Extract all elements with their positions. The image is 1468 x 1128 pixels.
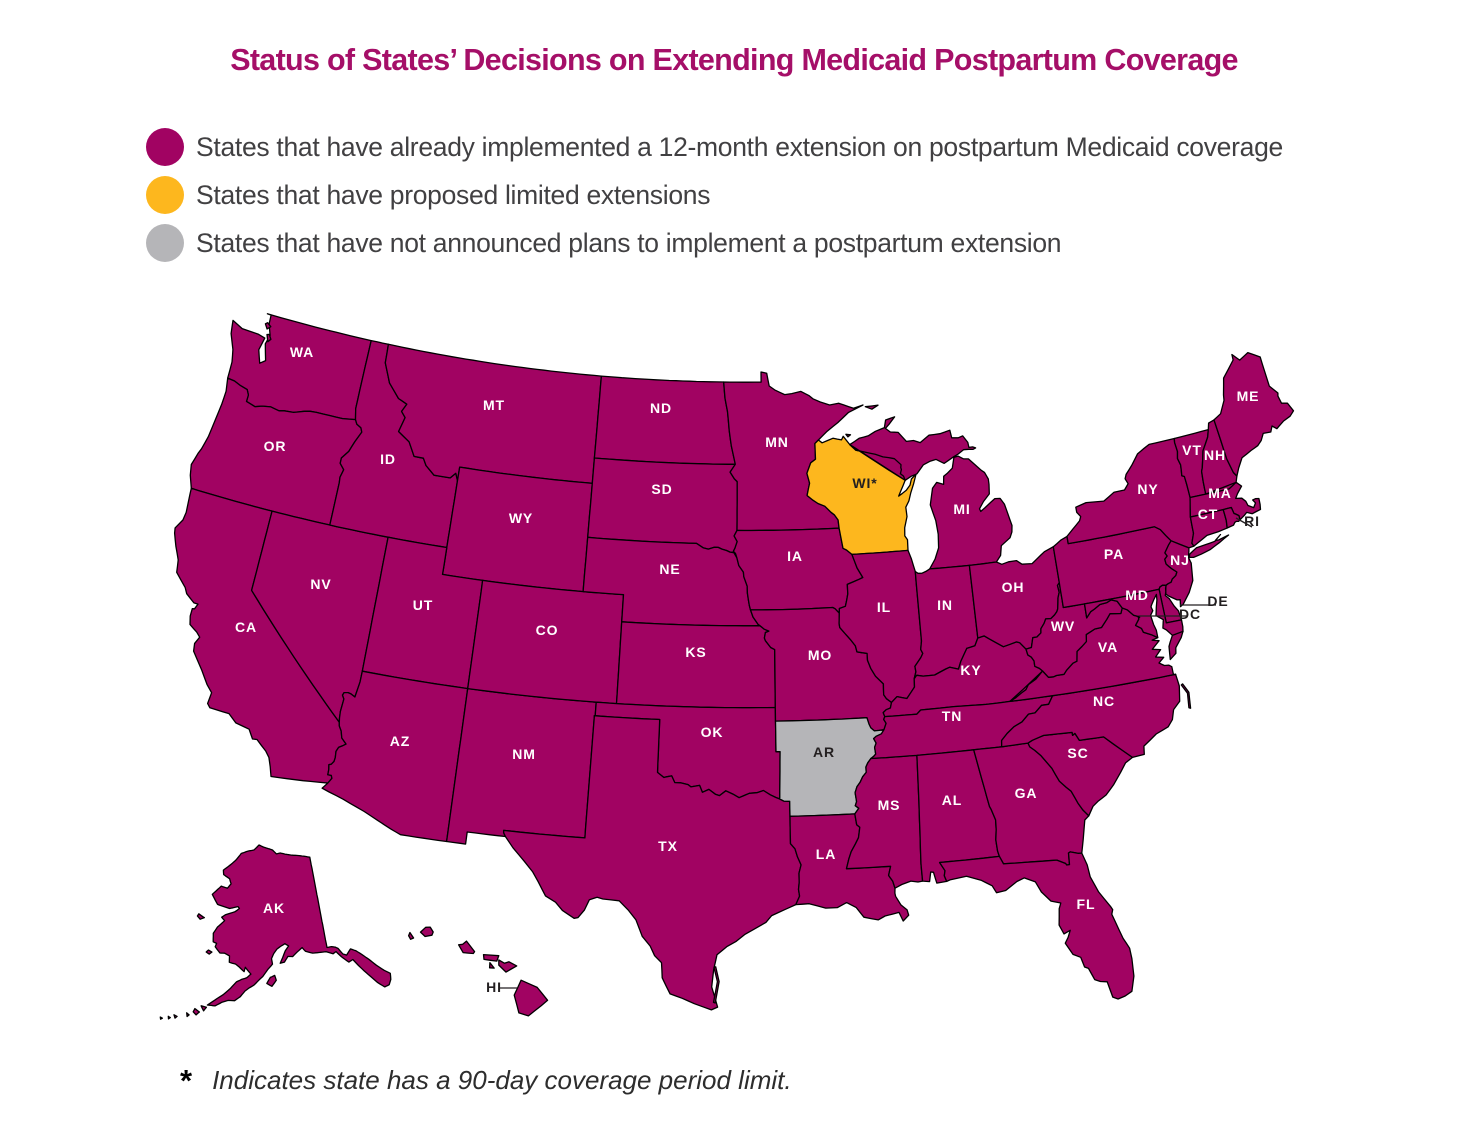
svg-text:FL: FL bbox=[1077, 896, 1096, 912]
svg-text:AR: AR bbox=[813, 744, 835, 760]
svg-text:CA: CA bbox=[235, 619, 257, 635]
svg-text:MS: MS bbox=[878, 797, 901, 813]
svg-text:WY: WY bbox=[509, 510, 533, 526]
svg-text:AZ: AZ bbox=[390, 733, 410, 749]
svg-text:WV: WV bbox=[1051, 618, 1075, 634]
svg-text:MA: MA bbox=[1208, 485, 1232, 501]
svg-text:MI: MI bbox=[953, 501, 970, 517]
svg-text:TN: TN bbox=[942, 708, 962, 724]
svg-text:DE: DE bbox=[1207, 593, 1228, 609]
svg-text:VA: VA bbox=[1098, 639, 1118, 655]
svg-text:ME: ME bbox=[1237, 388, 1260, 404]
svg-text:KY: KY bbox=[960, 662, 981, 678]
svg-text:AL: AL bbox=[942, 792, 962, 808]
svg-text:CT: CT bbox=[1198, 506, 1218, 522]
svg-text:AK: AK bbox=[263, 900, 285, 916]
svg-text:CO: CO bbox=[536, 622, 559, 638]
svg-text:HI: HI bbox=[486, 979, 502, 995]
svg-text:KS: KS bbox=[685, 644, 706, 660]
svg-text:NM: NM bbox=[512, 746, 536, 762]
svg-text:OK: OK bbox=[701, 724, 724, 740]
svg-text:NJ: NJ bbox=[1170, 552, 1190, 568]
svg-text:OR: OR bbox=[264, 438, 287, 454]
svg-text:ID: ID bbox=[380, 451, 396, 467]
svg-text:VT: VT bbox=[1182, 442, 1202, 458]
svg-text:IN: IN bbox=[937, 597, 953, 613]
svg-text:OH: OH bbox=[1002, 579, 1025, 595]
svg-text:IA: IA bbox=[787, 548, 803, 564]
svg-text:MT: MT bbox=[483, 397, 505, 413]
svg-text:RI: RI bbox=[1244, 513, 1260, 529]
svg-text:WA: WA bbox=[290, 344, 314, 360]
svg-text:MO: MO bbox=[808, 647, 832, 663]
svg-text:NC: NC bbox=[1093, 693, 1115, 709]
svg-text:IL: IL bbox=[877, 599, 891, 615]
svg-text:NH: NH bbox=[1204, 447, 1226, 463]
svg-text:NV: NV bbox=[310, 576, 331, 592]
svg-text:MD: MD bbox=[1125, 587, 1149, 603]
svg-text:GA: GA bbox=[1015, 785, 1038, 801]
svg-text:SD: SD bbox=[651, 481, 672, 497]
svg-text:DC: DC bbox=[1179, 606, 1201, 622]
svg-text:NE: NE bbox=[659, 561, 680, 577]
svg-text:MN: MN bbox=[765, 434, 789, 450]
svg-text:UT: UT bbox=[413, 597, 433, 613]
svg-text:ND: ND bbox=[650, 400, 672, 416]
svg-text:PA: PA bbox=[1104, 546, 1124, 562]
svg-text:TX: TX bbox=[658, 838, 678, 854]
svg-text:NY: NY bbox=[1137, 481, 1158, 497]
svg-text:SC: SC bbox=[1067, 745, 1088, 761]
svg-text:LA: LA bbox=[816, 846, 836, 862]
svg-text:WI*: WI* bbox=[852, 475, 877, 491]
